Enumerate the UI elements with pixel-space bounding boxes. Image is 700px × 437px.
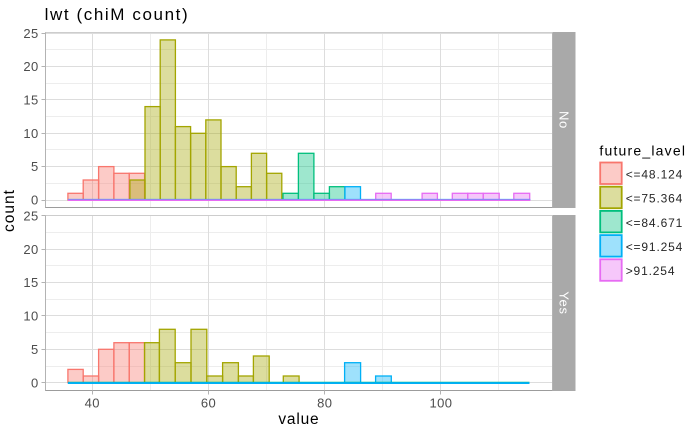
svg-text:0: 0 (31, 193, 39, 208)
svg-text:Yes: Yes (557, 291, 572, 314)
svg-text:10: 10 (23, 126, 38, 141)
svg-text:value: value (278, 411, 319, 428)
svg-text:60: 60 (201, 396, 216, 411)
svg-text:<=84.671: <=84.671 (626, 216, 684, 230)
svg-text:<=91.254: <=91.254 (626, 240, 684, 254)
svg-text:40: 40 (85, 396, 100, 411)
svg-text:20: 20 (23, 59, 38, 74)
svg-text:>91.254: >91.254 (626, 264, 676, 278)
svg-text:15: 15 (23, 275, 38, 290)
svg-text:<=75.364: <=75.364 (626, 192, 684, 206)
svg-text:25: 25 (23, 26, 38, 41)
svg-text:5: 5 (31, 342, 39, 357)
svg-text:No: No (557, 111, 572, 129)
svg-text:5: 5 (31, 159, 39, 174)
svg-text:80: 80 (317, 396, 332, 411)
svg-text:25: 25 (23, 209, 38, 224)
svg-text:100: 100 (429, 396, 452, 411)
svg-text:0: 0 (31, 375, 39, 390)
svg-text:20: 20 (23, 242, 38, 257)
svg-text:lwt (chiM count): lwt (chiM count) (45, 5, 190, 24)
svg-text:future_lavel: future_lavel (599, 142, 686, 158)
svg-text:count: count (1, 189, 18, 232)
svg-text:15: 15 (23, 93, 38, 108)
svg-text:10: 10 (23, 309, 38, 324)
svg-text:<=48.124: <=48.124 (626, 167, 684, 181)
